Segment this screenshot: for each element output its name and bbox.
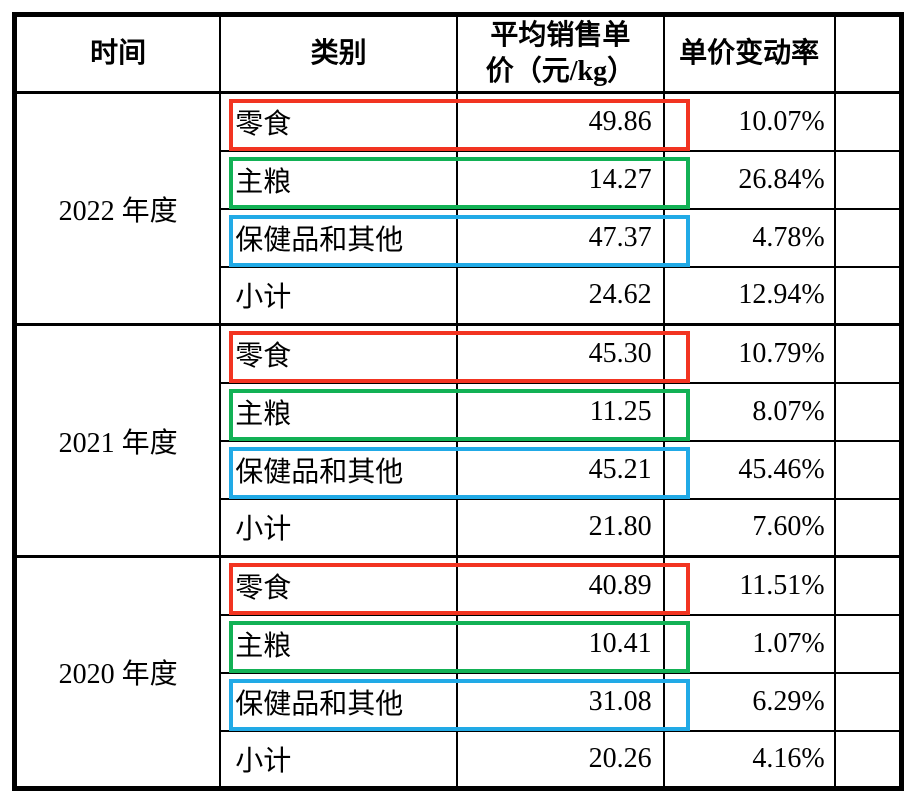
- extra-cell: [833, 729, 903, 790]
- change-cell: 6.29%: [662, 671, 836, 732]
- category-cell: 零食: [219, 323, 459, 384]
- table-row-subtotal: 小计 20.26 4.16%: [15, 729, 903, 790]
- change-cell: 1.07%: [662, 613, 836, 674]
- extra-cell: [833, 265, 903, 326]
- extra-cell: [833, 149, 903, 210]
- extra-cell: [833, 439, 903, 500]
- change-cell: 8.07%: [662, 381, 836, 442]
- extra-cell: [833, 381, 903, 442]
- category-cell: 保健品和其他: [219, 671, 459, 732]
- table-row: 主粮 14.27 26.84%: [15, 149, 903, 210]
- price-cell: 45.21: [456, 439, 665, 500]
- change-cell: 45.46%: [662, 439, 836, 500]
- table-row: 2022 年度 零食 49.86 10.07%: [13, 91, 903, 326]
- price-cell: 47.37: [456, 207, 665, 268]
- category-cell: 主粮: [219, 149, 459, 210]
- price-cell: 11.25: [456, 381, 665, 442]
- header-price: 平均销售单 价（元/kg）: [456, 13, 665, 94]
- header-extra-column: [833, 13, 903, 94]
- extra-cell: [833, 671, 903, 732]
- change-cell: 10.79%: [662, 323, 836, 384]
- year-cell-2021: 2021 年度: [13, 323, 222, 558]
- price-cell: 24.62: [456, 265, 665, 326]
- price-table: 时间 类别 平均销售单 价（元/kg） 单价变动率 2022 年度 零食 49.…: [12, 12, 904, 791]
- category-cell: 零食: [219, 91, 459, 152]
- table-row: 保健品和其他 45.21 45.46%: [15, 439, 903, 500]
- table-row-subtotal: 小计 24.62 12.94%: [15, 265, 903, 326]
- price-cell: 10.41: [456, 613, 665, 674]
- table-row: 2021 年度 零食 45.30 10.79%: [13, 323, 903, 558]
- extra-cell: [833, 91, 903, 152]
- header-price-line2: 价（元/kg）: [485, 56, 636, 87]
- price-cell: 31.08: [456, 671, 665, 732]
- price-cell: 49.86: [456, 91, 665, 152]
- extra-cell: [833, 555, 903, 616]
- year-cell-2020: 2020 年度: [13, 555, 222, 790]
- change-cell: 4.78%: [662, 207, 836, 268]
- price-cell: 45.30: [456, 323, 665, 384]
- header-change: 单价变动率: [662, 13, 836, 94]
- extra-cell: [833, 613, 903, 674]
- extra-cell: [833, 207, 903, 268]
- change-cell: 10.07%: [662, 91, 836, 152]
- header-price-line1: 平均销售单: [490, 19, 631, 51]
- header-row: 时间 类别 平均销售单 价（元/kg） 单价变动率: [13, 13, 903, 94]
- header-category: 类别: [219, 13, 459, 94]
- price-cell: 20.26: [456, 729, 665, 790]
- category-cell: 零食: [219, 555, 459, 616]
- header-time: 时间: [13, 13, 222, 94]
- table-row-subtotal: 小计 21.80 7.60%: [15, 497, 903, 558]
- category-cell: 主粮: [219, 381, 459, 442]
- price-cell: 14.27: [456, 149, 665, 210]
- change-cell: 26.84%: [662, 149, 836, 210]
- extra-cell: [833, 497, 903, 558]
- price-cell: 21.80: [456, 497, 665, 558]
- change-cell: 11.51%: [662, 555, 836, 616]
- change-cell: 7.60%: [662, 497, 836, 558]
- category-cell: 小计: [219, 729, 459, 790]
- table-row: 2020 年度 零食 40.89 11.51%: [13, 555, 903, 790]
- category-cell: 主粮: [219, 613, 459, 674]
- change-cell: 4.16%: [662, 729, 836, 790]
- table-row: 保健品和其他 47.37 4.78%: [15, 207, 903, 268]
- change-cell: 12.94%: [662, 265, 836, 326]
- extra-cell: [833, 323, 903, 384]
- price-cell: 40.89: [456, 555, 665, 616]
- category-cell: 保健品和其他: [219, 207, 459, 268]
- year-cell-2022: 2022 年度: [13, 91, 222, 326]
- category-cell: 小计: [219, 265, 459, 326]
- category-cell: 保健品和其他: [219, 439, 459, 500]
- category-cell: 小计: [219, 497, 459, 558]
